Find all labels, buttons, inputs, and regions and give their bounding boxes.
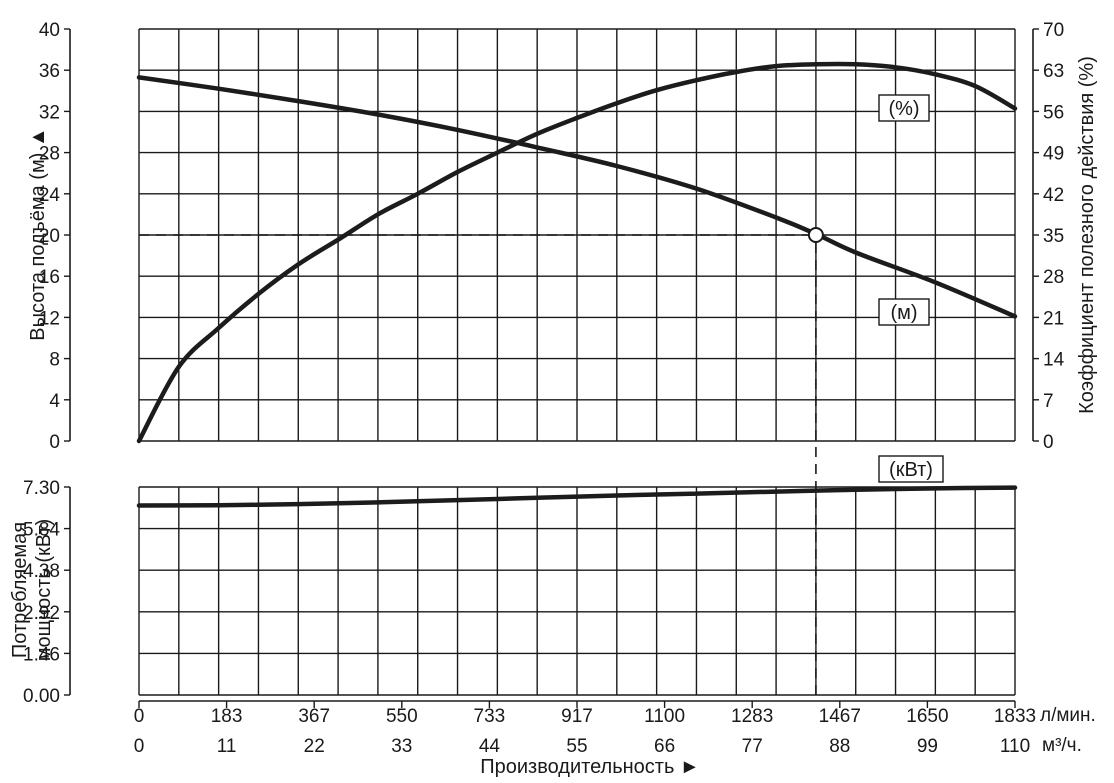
x-tick-label-secondary: 22 — [304, 736, 325, 757]
x-tick-label-primary: 1283 — [731, 706, 773, 727]
y-tick-label-head: 24 — [39, 185, 61, 206]
y-tick-label-efficiency: 49 — [1043, 144, 1064, 165]
y-tick-label-efficiency: 7 — [1043, 391, 1054, 412]
y-tick-label-head: 4 — [49, 391, 60, 412]
y-tick-label-head: 20 — [39, 226, 60, 247]
y-tick-label-head: 36 — [39, 61, 60, 82]
y-tick-label-efficiency: 21 — [1043, 308, 1064, 329]
y-tick-label-head: 8 — [49, 350, 60, 371]
y-tick-label-efficiency: 0 — [1043, 432, 1054, 453]
y-axis-label-efficiency: Коэффициент полезного действия (%) — [1076, 56, 1098, 414]
x-tick-label-primary: 733 — [474, 706, 506, 727]
y-tick-label-efficiency: 14 — [1043, 350, 1065, 371]
y-tick-label-efficiency: 56 — [1043, 102, 1064, 123]
x-tick-label-secondary: 0 — [134, 736, 145, 757]
efficiency-series-label: (%) — [888, 98, 919, 120]
curves — [136, 61, 1018, 695]
x-tick-label-primary: 0 — [134, 706, 145, 727]
head-series-label-box — [878, 298, 930, 326]
x-tick-label-secondary: 55 — [566, 736, 587, 757]
x-axis-label: Производительность ► — [480, 756, 699, 778]
tick-labels: 0 4 8 12 16 20 24 28 32 36 40 0 7 14 21 28 35 42 49 56 63 70 0… — [23, 20, 1065, 757]
grid — [138, 28, 1016, 696]
y-tick-label-head: 28 — [39, 144, 60, 165]
x-tick-label-secondary: 99 — [917, 736, 938, 757]
head-series-label: (м) — [890, 302, 917, 324]
head-curve — [136, 75, 1018, 319]
y-tick-label-power: 4.38 — [23, 561, 60, 582]
power-series-label: (кВт) — [889, 459, 933, 481]
x-tick-label-primary: 183 — [211, 706, 243, 727]
x-tick-label-primary: 1833 — [994, 706, 1036, 727]
y-tick-label-power: 2.92 — [23, 603, 60, 624]
y-tick-label-power: 5.84 — [23, 520, 60, 541]
x-tick-label-secondary: 11 — [217, 736, 237, 757]
x-tick-label-primary: 1650 — [906, 706, 948, 727]
x-tick-label-primary: 550 — [386, 706, 418, 727]
x-tick-label-secondary: 66 — [654, 736, 675, 757]
y-tick-label-power: 1.46 — [23, 644, 60, 665]
x-tick-label-secondary: 88 — [829, 736, 850, 757]
x-tick-label-secondary: 33 — [391, 736, 412, 757]
operating-point-marker — [807, 227, 824, 243]
x-tick-label-primary: 917 — [561, 706, 593, 727]
efficiency-curve — [136, 61, 1018, 444]
x-tick-label-secondary: 44 — [479, 736, 501, 757]
power-curve — [136, 485, 1018, 508]
y-tick-label-head: 0 — [49, 432, 60, 453]
y-tick-label-efficiency: 70 — [1043, 20, 1064, 41]
x-unit-secondary: м³/ч. — [1042, 735, 1082, 756]
x-tick-label-secondary: 110 — [1000, 736, 1030, 757]
y-tick-label-head: 16 — [39, 267, 60, 288]
x-tick-label-primary: 367 — [298, 706, 330, 727]
y-axis-label-power: Потребляемая мощность (кВт) — [9, 519, 55, 662]
x-tick-label-secondary: 77 — [742, 736, 763, 757]
y-tick-label-head: 12 — [39, 308, 60, 329]
y-axis-label-head: Высота подъёма (м) ▲ — [27, 127, 49, 340]
y-tick-label-head: 40 — [39, 20, 60, 41]
x-tick-label-primary: 1467 — [819, 706, 861, 727]
y-tick-label-efficiency: 42 — [1043, 185, 1064, 206]
y-tick-label-power: 0.00 — [23, 686, 60, 707]
y-tick-label-power: 7.30 — [23, 478, 60, 499]
axis-ticks — [64, 28, 1039, 708]
y-tick-label-head: 32 — [39, 102, 60, 123]
power-series-label-box — [878, 455, 944, 483]
x-unit-primary: л/мин. — [1040, 705, 1096, 726]
y-tick-label-efficiency: 63 — [1043, 61, 1064, 82]
efficiency-series-label-box — [878, 94, 930, 122]
y-tick-label-efficiency: 28 — [1043, 267, 1064, 288]
y-tick-label-efficiency: 35 — [1043, 226, 1064, 247]
x-tick-label-primary: 1100 — [644, 706, 685, 727]
